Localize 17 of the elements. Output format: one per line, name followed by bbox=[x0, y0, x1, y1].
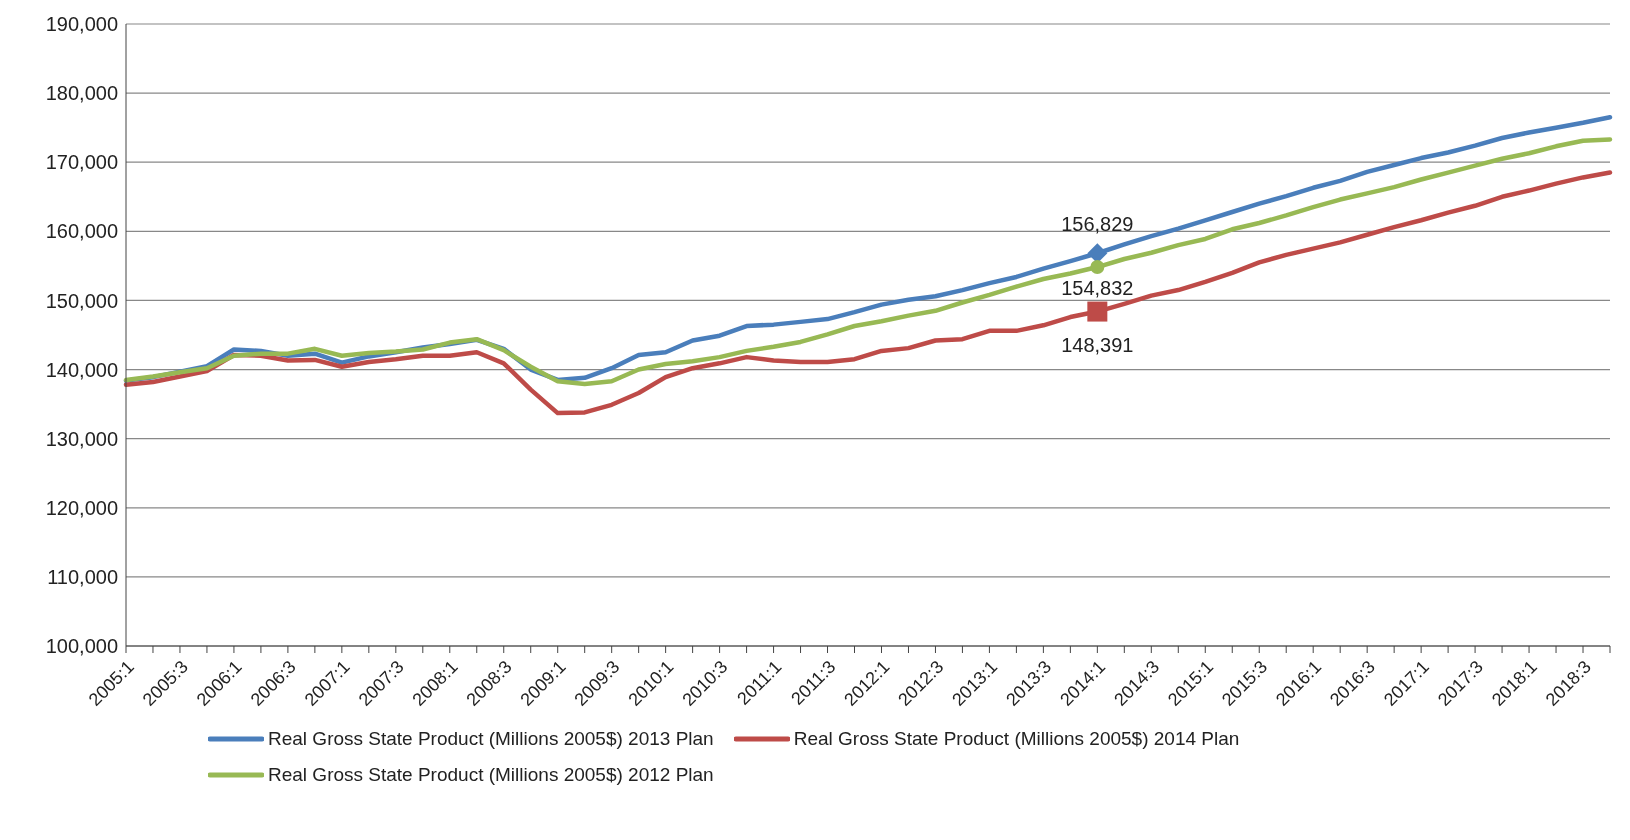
y-tick-label: 120,000 bbox=[45, 496, 118, 519]
y-tick-label: 110,000 bbox=[47, 565, 118, 588]
legend-label: Real Gross State Product (Millions 2005$) 2012 Plan bbox=[268, 764, 714, 786]
y-tick-label: 170,000 bbox=[45, 151, 118, 174]
y-tick-label: 160,000 bbox=[45, 220, 118, 243]
y-tick-label: 140,000 bbox=[45, 358, 118, 381]
data-label: 154,832 bbox=[1061, 277, 1134, 300]
y-tick-label: 180,000 bbox=[45, 82, 118, 105]
y-tick-label: 190,000 bbox=[45, 13, 118, 36]
line-series bbox=[123, 170, 1613, 416]
y-tick-label: 100,000 bbox=[45, 635, 118, 658]
y-tick-label: 150,000 bbox=[45, 289, 118, 312]
data-label: 156,829 bbox=[1061, 213, 1134, 236]
legend-label: Real Gross State Product (Millions 2005$) 2014 Plan bbox=[793, 728, 1240, 750]
y-tick-label: 130,000 bbox=[45, 427, 118, 450]
legend-label: Real Gross State Product (Millions 2005$) 2013 Plan bbox=[268, 728, 714, 750]
data-label: 148,391 bbox=[1061, 333, 1134, 356]
